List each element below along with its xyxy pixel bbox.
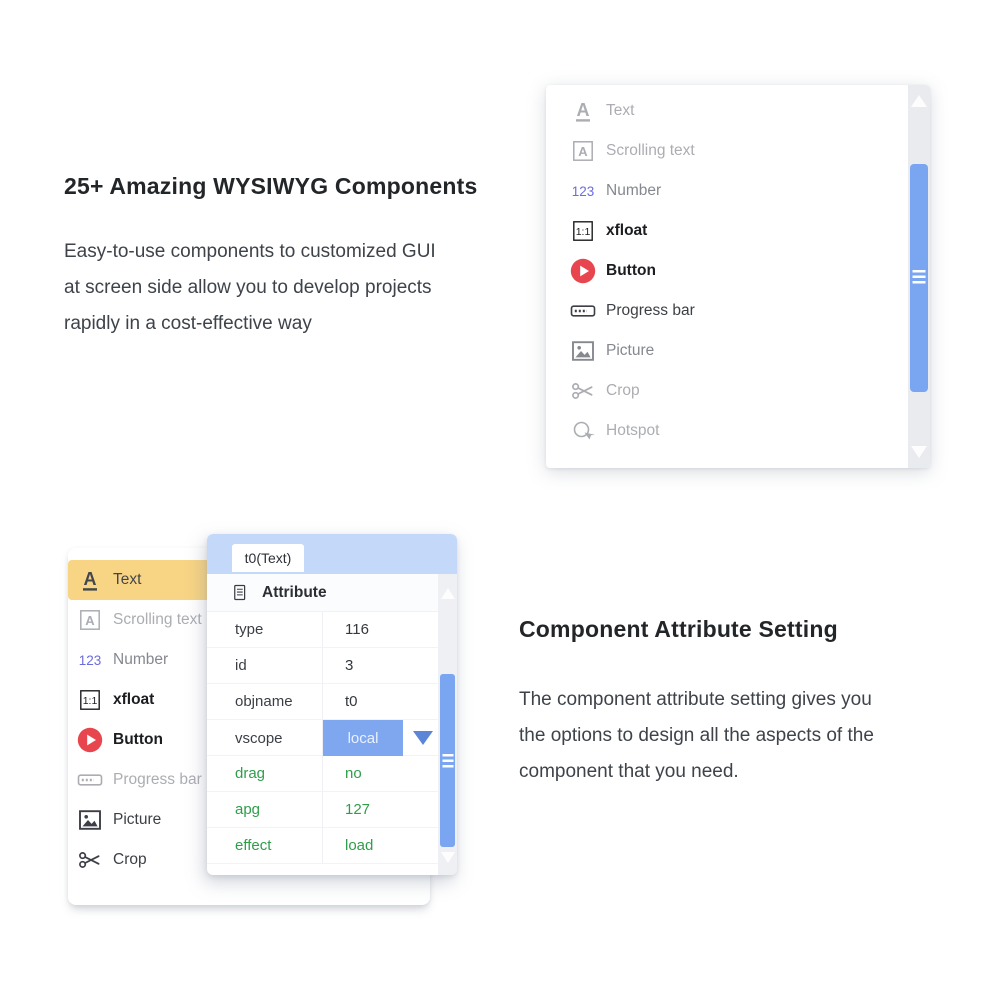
scrollbar-track[interactable] bbox=[908, 85, 930, 468]
scrollbar-thumb[interactable] bbox=[910, 164, 928, 392]
scroll-up-icon[interactable] bbox=[911, 95, 927, 107]
attribute-row: type 116 116 bbox=[207, 612, 438, 648]
component-list-item[interactable]: Number bbox=[561, 171, 902, 211]
number-icon bbox=[570, 178, 596, 204]
hotspot-icon bbox=[570, 418, 596, 444]
component-label: xfloat bbox=[606, 222, 648, 239]
attribute-name: vscope bbox=[235, 729, 283, 747]
xfloat-icon bbox=[77, 687, 103, 713]
attribute-value[interactable]: 116 116 bbox=[322, 612, 438, 647]
component-list-item[interactable]: Picture bbox=[561, 331, 902, 371]
attribute-value[interactable]: local local bbox=[322, 720, 438, 756]
attribute-row: drag no no bbox=[207, 756, 438, 792]
scroll-up-icon[interactable] bbox=[440, 588, 455, 599]
scrollbar-track[interactable] bbox=[438, 574, 457, 875]
component-label: Picture bbox=[606, 342, 655, 359]
component-label: Crop bbox=[606, 382, 640, 399]
scroll-down-icon[interactable] bbox=[911, 446, 927, 458]
component-label: Button bbox=[606, 262, 656, 279]
component-label: Text bbox=[606, 102, 635, 119]
picture-icon bbox=[77, 807, 103, 833]
component-label: Picture bbox=[113, 811, 162, 828]
crop-icon bbox=[77, 847, 103, 873]
attribute-value[interactable]: load load bbox=[322, 828, 438, 863]
component-list-item[interactable]: Number bbox=[68, 640, 226, 680]
picture-icon bbox=[570, 338, 596, 364]
components-section-title: 25+ Amazing WYSIWYG Components bbox=[64, 173, 478, 199]
scrolling-text-icon bbox=[77, 607, 103, 633]
component-label: Progress bar bbox=[606, 302, 695, 319]
scrollbar-thumb[interactable] bbox=[440, 674, 455, 847]
scrollbar-grip-icon bbox=[442, 753, 453, 768]
attributes-section-description: The component attribute setting gives yo… bbox=[519, 689, 874, 782]
number-icon bbox=[77, 647, 103, 673]
component-list-item[interactable]: Scrolling text bbox=[561, 131, 902, 171]
xfloat-icon bbox=[570, 218, 596, 244]
component-label: Crop bbox=[113, 851, 147, 868]
component-label: Button bbox=[113, 731, 163, 748]
component-label: Text bbox=[113, 571, 142, 588]
attribute-row: id 3 3 bbox=[207, 648, 438, 684]
component-list-item[interactable]: Button bbox=[68, 720, 226, 760]
attribute-row: apg 127 127 bbox=[207, 792, 438, 828]
attribute-name: effect bbox=[235, 837, 272, 854]
component-label: Scrolling text bbox=[113, 611, 202, 628]
button-icon bbox=[77, 727, 103, 753]
attribute-name: objname bbox=[235, 693, 293, 710]
components-section-description: Easy-to-use components to customized GUI… bbox=[64, 241, 436, 334]
attribute-row: effect load load bbox=[207, 828, 438, 864]
component-list-item[interactable]: Button bbox=[561, 251, 902, 291]
attribute-value[interactable]: 3 3 bbox=[322, 648, 438, 683]
component-palette-panel: Text Scrolling text Number xfloat Button… bbox=[546, 85, 930, 468]
component-label: Progress bar bbox=[113, 771, 202, 788]
text-icon bbox=[77, 567, 103, 593]
component-list-item[interactable]: Text bbox=[68, 560, 226, 600]
dropdown-arrow-icon[interactable] bbox=[413, 731, 433, 745]
component-list-item[interactable]: xfloat bbox=[68, 680, 226, 720]
text-icon bbox=[570, 98, 596, 124]
button-icon bbox=[570, 258, 596, 284]
crop-icon bbox=[570, 378, 596, 404]
component-list-item[interactable]: Crop bbox=[68, 840, 226, 880]
component-list-item[interactable]: Hotspot bbox=[561, 411, 902, 451]
attribute-panel: t0(Text) Attribute type 116 116 id 3 3 o… bbox=[207, 534, 457, 875]
progress-bar-icon bbox=[77, 767, 103, 793]
attribute-value[interactable]: t0 t0 bbox=[322, 684, 438, 719]
component-label: Number bbox=[113, 651, 169, 668]
component-list-item[interactable]: Progress bar bbox=[561, 291, 902, 331]
component-label: xfloat bbox=[113, 691, 155, 708]
attribute-table: type 116 116 id 3 3 objname t0 t0 bbox=[207, 612, 438, 864]
component-list-item[interactable]: Progress bar bbox=[68, 760, 226, 800]
scroll-down-icon[interactable] bbox=[440, 852, 455, 863]
component-label: Hotspot bbox=[606, 422, 660, 439]
attribute-name: type bbox=[235, 621, 264, 638]
scrolling-text-icon bbox=[570, 138, 596, 164]
component-list-item[interactable]: Crop bbox=[561, 371, 902, 411]
component-label: Scrolling text bbox=[606, 142, 695, 159]
attributes-section-title: Component Attribute Setting bbox=[519, 616, 838, 642]
attribute-value[interactable]: no no bbox=[322, 756, 438, 791]
component-label: Number bbox=[606, 182, 662, 199]
component-list-item[interactable]: Picture bbox=[68, 800, 226, 840]
attribute-subheader-label: Attribute bbox=[262, 583, 327, 601]
component-list: Text Scrolling text Number xfloat Button… bbox=[68, 560, 238, 880]
attribute-name: drag bbox=[235, 765, 266, 782]
attribute-panel-header: t0(Text) bbox=[207, 534, 457, 574]
component-list: Text Scrolling text Number xfloat Button… bbox=[561, 91, 902, 451]
attribute-name: apg bbox=[235, 801, 261, 818]
component-list-item[interactable]: xfloat bbox=[561, 211, 902, 251]
attribute-value[interactable]: 127 127 bbox=[322, 792, 438, 827]
component-list-item[interactable]: Scrolling text bbox=[68, 600, 226, 640]
progress-bar-icon bbox=[570, 298, 596, 324]
attribute-row: vscope local local bbox=[207, 720, 438, 756]
component-list-item[interactable]: Text bbox=[561, 91, 902, 131]
document-icon bbox=[230, 583, 256, 602]
scrollbar-grip-icon bbox=[912, 270, 926, 286]
attribute-name: id bbox=[235, 657, 247, 674]
attribute-row: objname t0 t0 bbox=[207, 684, 438, 720]
attribute-subheader: Attribute bbox=[207, 574, 438, 612]
dropdown-value[interactable]: local bbox=[323, 720, 403, 756]
object-tab[interactable]: t0(Text) bbox=[232, 544, 304, 572]
